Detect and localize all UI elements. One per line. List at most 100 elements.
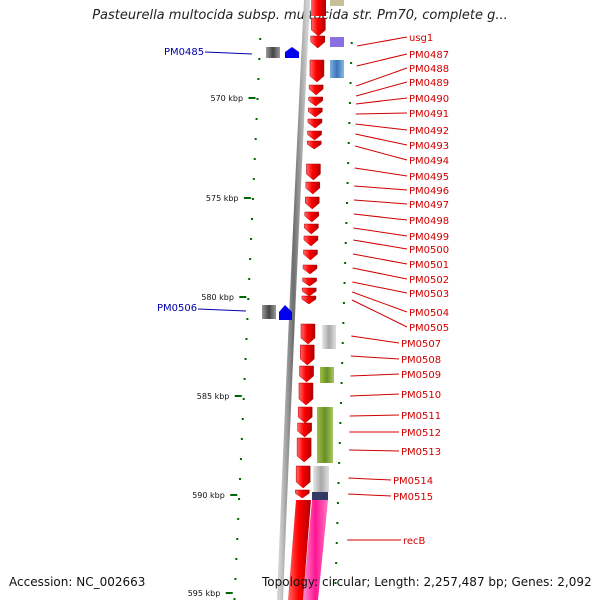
gene-label[interactable]: PM0494 xyxy=(409,156,449,167)
forward-gene-arrow[interactable] xyxy=(310,35,326,49)
forward-gene-arrow[interactable] xyxy=(311,0,326,16)
forward-gene-arrow[interactable] xyxy=(304,211,320,223)
forward-gene-arrow[interactable] xyxy=(305,181,321,195)
gene-label[interactable]: PM0488 xyxy=(409,64,449,75)
gene-label[interactable]: PM0511 xyxy=(401,411,441,422)
forward-gene-arrow[interactable] xyxy=(306,140,322,150)
forward-gene-arrow[interactable] xyxy=(303,249,318,261)
forward-gene-arrow[interactable] xyxy=(298,382,314,406)
gene-label[interactable]: PM0498 xyxy=(409,216,449,227)
scale-dot xyxy=(341,342,344,344)
gene-label[interactable]: PM0502 xyxy=(409,275,449,286)
forward-gene-arrow[interactable] xyxy=(305,196,320,210)
gene-label-pm0506[interactable]: PM0506 xyxy=(157,303,197,314)
forward-gene-arrow[interactable] xyxy=(309,59,325,83)
scale-dot xyxy=(237,518,240,520)
scale-dot xyxy=(334,582,337,584)
forward-gene-arrow[interactable] xyxy=(307,118,323,129)
gene-label[interactable]: PM0503 xyxy=(409,289,449,300)
gene-label[interactable]: PM0507 xyxy=(401,339,441,350)
scale-dot xyxy=(235,558,238,560)
gene-arrow-pm0485[interactable] xyxy=(285,47,299,58)
leader-line xyxy=(353,213,408,221)
gene-label[interactable]: PM0491 xyxy=(409,109,449,120)
forward-gene-arrow[interactable] xyxy=(302,277,317,287)
forward-gene-arrow[interactable] xyxy=(295,465,311,489)
gene-label[interactable]: PM0501 xyxy=(409,260,449,271)
gene-label[interactable]: PM0508 xyxy=(401,355,441,366)
forward-gene-arrow[interactable] xyxy=(299,365,314,383)
leader-line xyxy=(352,253,408,265)
forward-gene-arrow[interactable] xyxy=(308,107,323,118)
forward-gene-arrow[interactable] xyxy=(302,264,318,275)
forward-gene-arrow[interactable] xyxy=(306,163,321,181)
gene-block-pm0485[interactable] xyxy=(266,47,280,58)
forward-gene-arrow[interactable] xyxy=(296,437,312,463)
forward-gene-arrow[interactable] xyxy=(307,130,322,141)
forward-gene-arrow[interactable] xyxy=(308,96,323,107)
gene-block-pm0506[interactable] xyxy=(262,305,276,319)
scale-dot xyxy=(234,578,237,580)
gene-label[interactable]: PM0497 xyxy=(409,200,449,211)
scale-dot xyxy=(239,478,242,480)
scale-dot xyxy=(348,102,351,104)
scale-dot xyxy=(343,282,346,284)
leader-line xyxy=(348,477,392,481)
cog-block xyxy=(317,407,333,463)
gene-label[interactable]: PM0500 xyxy=(409,245,449,256)
gene-label[interactable]: PM0496 xyxy=(409,186,449,197)
gene-label[interactable]: PM0499 xyxy=(409,232,449,243)
gene-label[interactable]: PM0513 xyxy=(401,447,441,458)
kbp-ruler: 570 kbp 575 kbp 580 kbp 585 kbp 590 kbp 595 k… xyxy=(188,94,256,598)
forward-gene-arrow[interactable] xyxy=(295,489,310,499)
gene-label-pm0485[interactable]: PM0485 xyxy=(164,47,204,58)
forward-gene-arrow[interactable] xyxy=(300,323,316,345)
scale-dot xyxy=(345,202,348,204)
gene-arrow-pm0506[interactable] xyxy=(279,305,292,320)
forward-gene-arrow[interactable] xyxy=(297,422,312,438)
leader-line xyxy=(351,291,408,313)
forward-gene-arrow[interactable] xyxy=(300,344,315,366)
gene-label[interactable]: PM0492 xyxy=(409,126,449,137)
forward-gene-arrow[interactable] xyxy=(303,235,319,247)
cog-track xyxy=(303,0,344,600)
accession-text: Accession: NC_002663 xyxy=(9,575,146,589)
leader-line-pm0485 xyxy=(204,51,253,55)
gene-label[interactable]: PM0510 xyxy=(401,390,441,401)
gene-label[interactable]: PM0487 xyxy=(409,50,449,61)
forward-gene-arrow[interactable] xyxy=(297,406,313,424)
gene-label[interactable]: PM0489 xyxy=(409,78,449,89)
ruler-label: 585 kbp xyxy=(197,392,230,401)
gene-label[interactable]: recB xyxy=(403,536,426,547)
topology-text: Topology: circular; Length: 2,257,487 bp… xyxy=(262,575,592,589)
gene-label[interactable]: PM0495 xyxy=(409,172,449,183)
gene-label[interactable]: PM0505 xyxy=(409,323,449,334)
forward-gene-arrow[interactable] xyxy=(301,295,317,305)
scale-dot xyxy=(253,158,256,160)
forward-gene-arrow[interactable] xyxy=(308,84,324,96)
forward-gene-arrow[interactable] xyxy=(301,287,317,297)
cog-block xyxy=(320,367,334,383)
leader-line-pm0506 xyxy=(197,308,247,312)
scale-dot xyxy=(342,302,345,304)
gene-label[interactable]: PM0509 xyxy=(401,370,441,381)
gene-label[interactable]: PM0515 xyxy=(393,492,433,503)
scale-dot xyxy=(241,418,244,420)
scale-dot xyxy=(338,462,341,464)
gene-label[interactable]: PM0504 xyxy=(409,308,449,319)
gene-label[interactable]: usg1 xyxy=(409,33,433,44)
gene-labels-right: usg1 PM0487 PM0488 PM0489 PM0490 PM0491 PM0492… xyxy=(347,33,449,547)
scale-dot xyxy=(246,318,249,320)
leader-line xyxy=(355,81,408,97)
forward-gene-arrow-recb[interactable] xyxy=(288,500,311,600)
gene-label[interactable]: PM0512 xyxy=(401,428,441,439)
leader-line xyxy=(353,239,408,250)
forward-gene-arrow[interactable] xyxy=(304,223,319,235)
leader-line xyxy=(353,199,408,205)
gene-label[interactable]: PM0490 xyxy=(409,94,449,105)
gene-label[interactable]: PM0493 xyxy=(409,141,449,152)
gene-label[interactable]: PM0514 xyxy=(393,476,433,487)
scale-dot xyxy=(341,362,344,364)
scale-dot xyxy=(259,38,262,40)
forward-gene-arrow[interactable] xyxy=(311,17,326,37)
